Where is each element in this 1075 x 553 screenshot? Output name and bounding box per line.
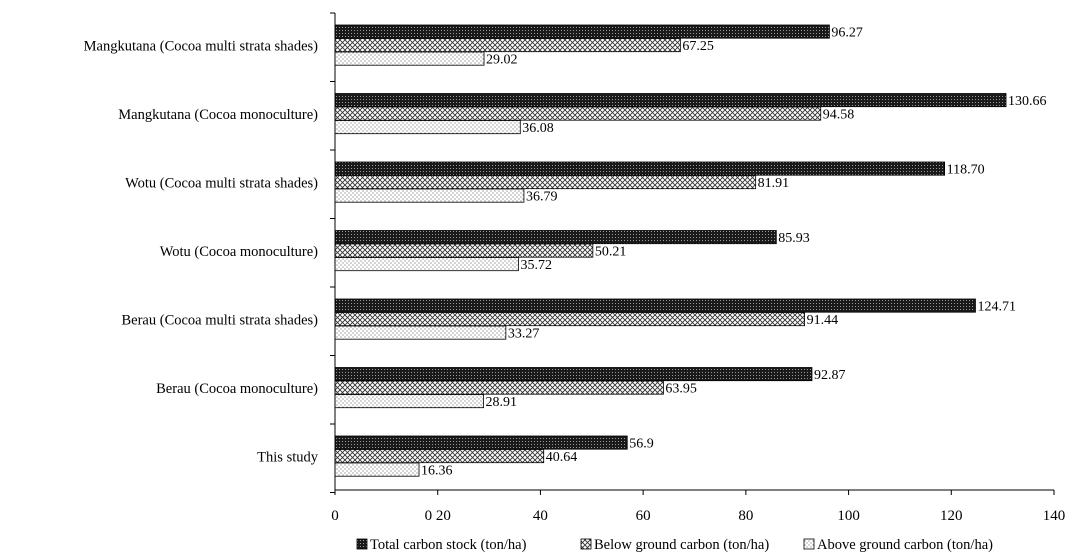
x-tick-label: 0: [331, 508, 339, 524]
legend-swatch: [580, 538, 592, 550]
data-label: 50.21: [595, 245, 627, 260]
bar: [334, 298, 976, 313]
data-label: 81.91: [758, 176, 790, 191]
category-label: Berau (Cocoa monoculture): [156, 381, 318, 397]
x-tick-label: 100: [837, 508, 860, 524]
category-label: Wotu (Cocoa monoculture): [160, 244, 318, 260]
bar: [334, 161, 946, 176]
data-label: 85.93: [778, 231, 810, 246]
bar: [334, 312, 806, 327]
data-label: 63.95: [665, 382, 697, 397]
data-label: 36.08: [522, 121, 554, 136]
bar: [334, 435, 628, 450]
data-label: 118.70: [947, 163, 985, 178]
x-tick-label: 0 20: [425, 508, 451, 524]
data-label: 16.36: [421, 464, 453, 479]
x-tick-label: 140: [1043, 508, 1066, 524]
bar: [334, 325, 507, 340]
bar: [334, 367, 813, 382]
data-label: 96.27: [831, 26, 863, 41]
category-label: Berau (Cocoa multi strata shades): [122, 312, 319, 328]
bar: [334, 175, 757, 190]
bar: [334, 24, 830, 39]
bar: [334, 394, 484, 409]
legend-swatch: [356, 538, 368, 550]
category-labels: Mangkutana (Cocoa multi strata shades) Ma…: [84, 38, 319, 465]
bar: [334, 51, 485, 66]
bar: [334, 380, 664, 395]
bar: [334, 120, 521, 135]
category-label: Mangkutana (Cocoa multi strata shades): [84, 38, 319, 54]
data-label: 29.02: [486, 53, 518, 68]
data-label: 67.25: [682, 39, 714, 54]
bar: [334, 106, 822, 121]
data-label: 35.72: [520, 258, 552, 273]
legend: Total carbon stock (ton/ha) Below ground …: [356, 537, 993, 553]
data-label: 36.79: [526, 190, 558, 205]
category-label: Wotu (Cocoa multi strata shades): [125, 175, 318, 191]
bar: [334, 38, 681, 53]
data-label: 92.87: [814, 368, 846, 383]
x-tick-label: 80: [738, 508, 753, 524]
bar: [334, 93, 1007, 108]
data-label: 130.66: [1008, 94, 1047, 109]
data-label: 40.64: [546, 450, 578, 465]
bar: [334, 230, 777, 245]
x-tick-label: 60: [636, 508, 651, 524]
bar: [334, 449, 545, 464]
data-label: 94.58: [823, 108, 855, 123]
legend-label: Below ground carbon (ton/ha): [594, 537, 769, 553]
data-label: 124.71: [977, 300, 1016, 315]
bar: [334, 462, 420, 477]
category-label: This study: [257, 449, 319, 465]
category-label: Mangkutana (Cocoa monoculture): [118, 107, 318, 123]
x-axis: 0 0 20 40 60 80 100 120 140: [330, 12, 1066, 524]
legend-label: Total carbon stock (ton/ha): [370, 537, 527, 553]
bar: [334, 243, 594, 258]
legend-swatch: [803, 538, 815, 550]
data-label: 56.9: [629, 437, 654, 452]
data-label: 28.91: [485, 395, 517, 410]
x-tick-label: 40: [533, 508, 548, 524]
data-label: 91.44: [807, 313, 839, 328]
plot-area: 96.27 67.25 29.02 130.66 94.58 36.08 118.70 81.…: [334, 24, 1047, 479]
data-label: 33.27: [508, 327, 540, 342]
bar: [334, 257, 519, 272]
x-tick-label: 120: [940, 508, 963, 524]
bar: [334, 188, 525, 203]
legend-label: Above ground carbon (ton/ha): [817, 537, 993, 553]
